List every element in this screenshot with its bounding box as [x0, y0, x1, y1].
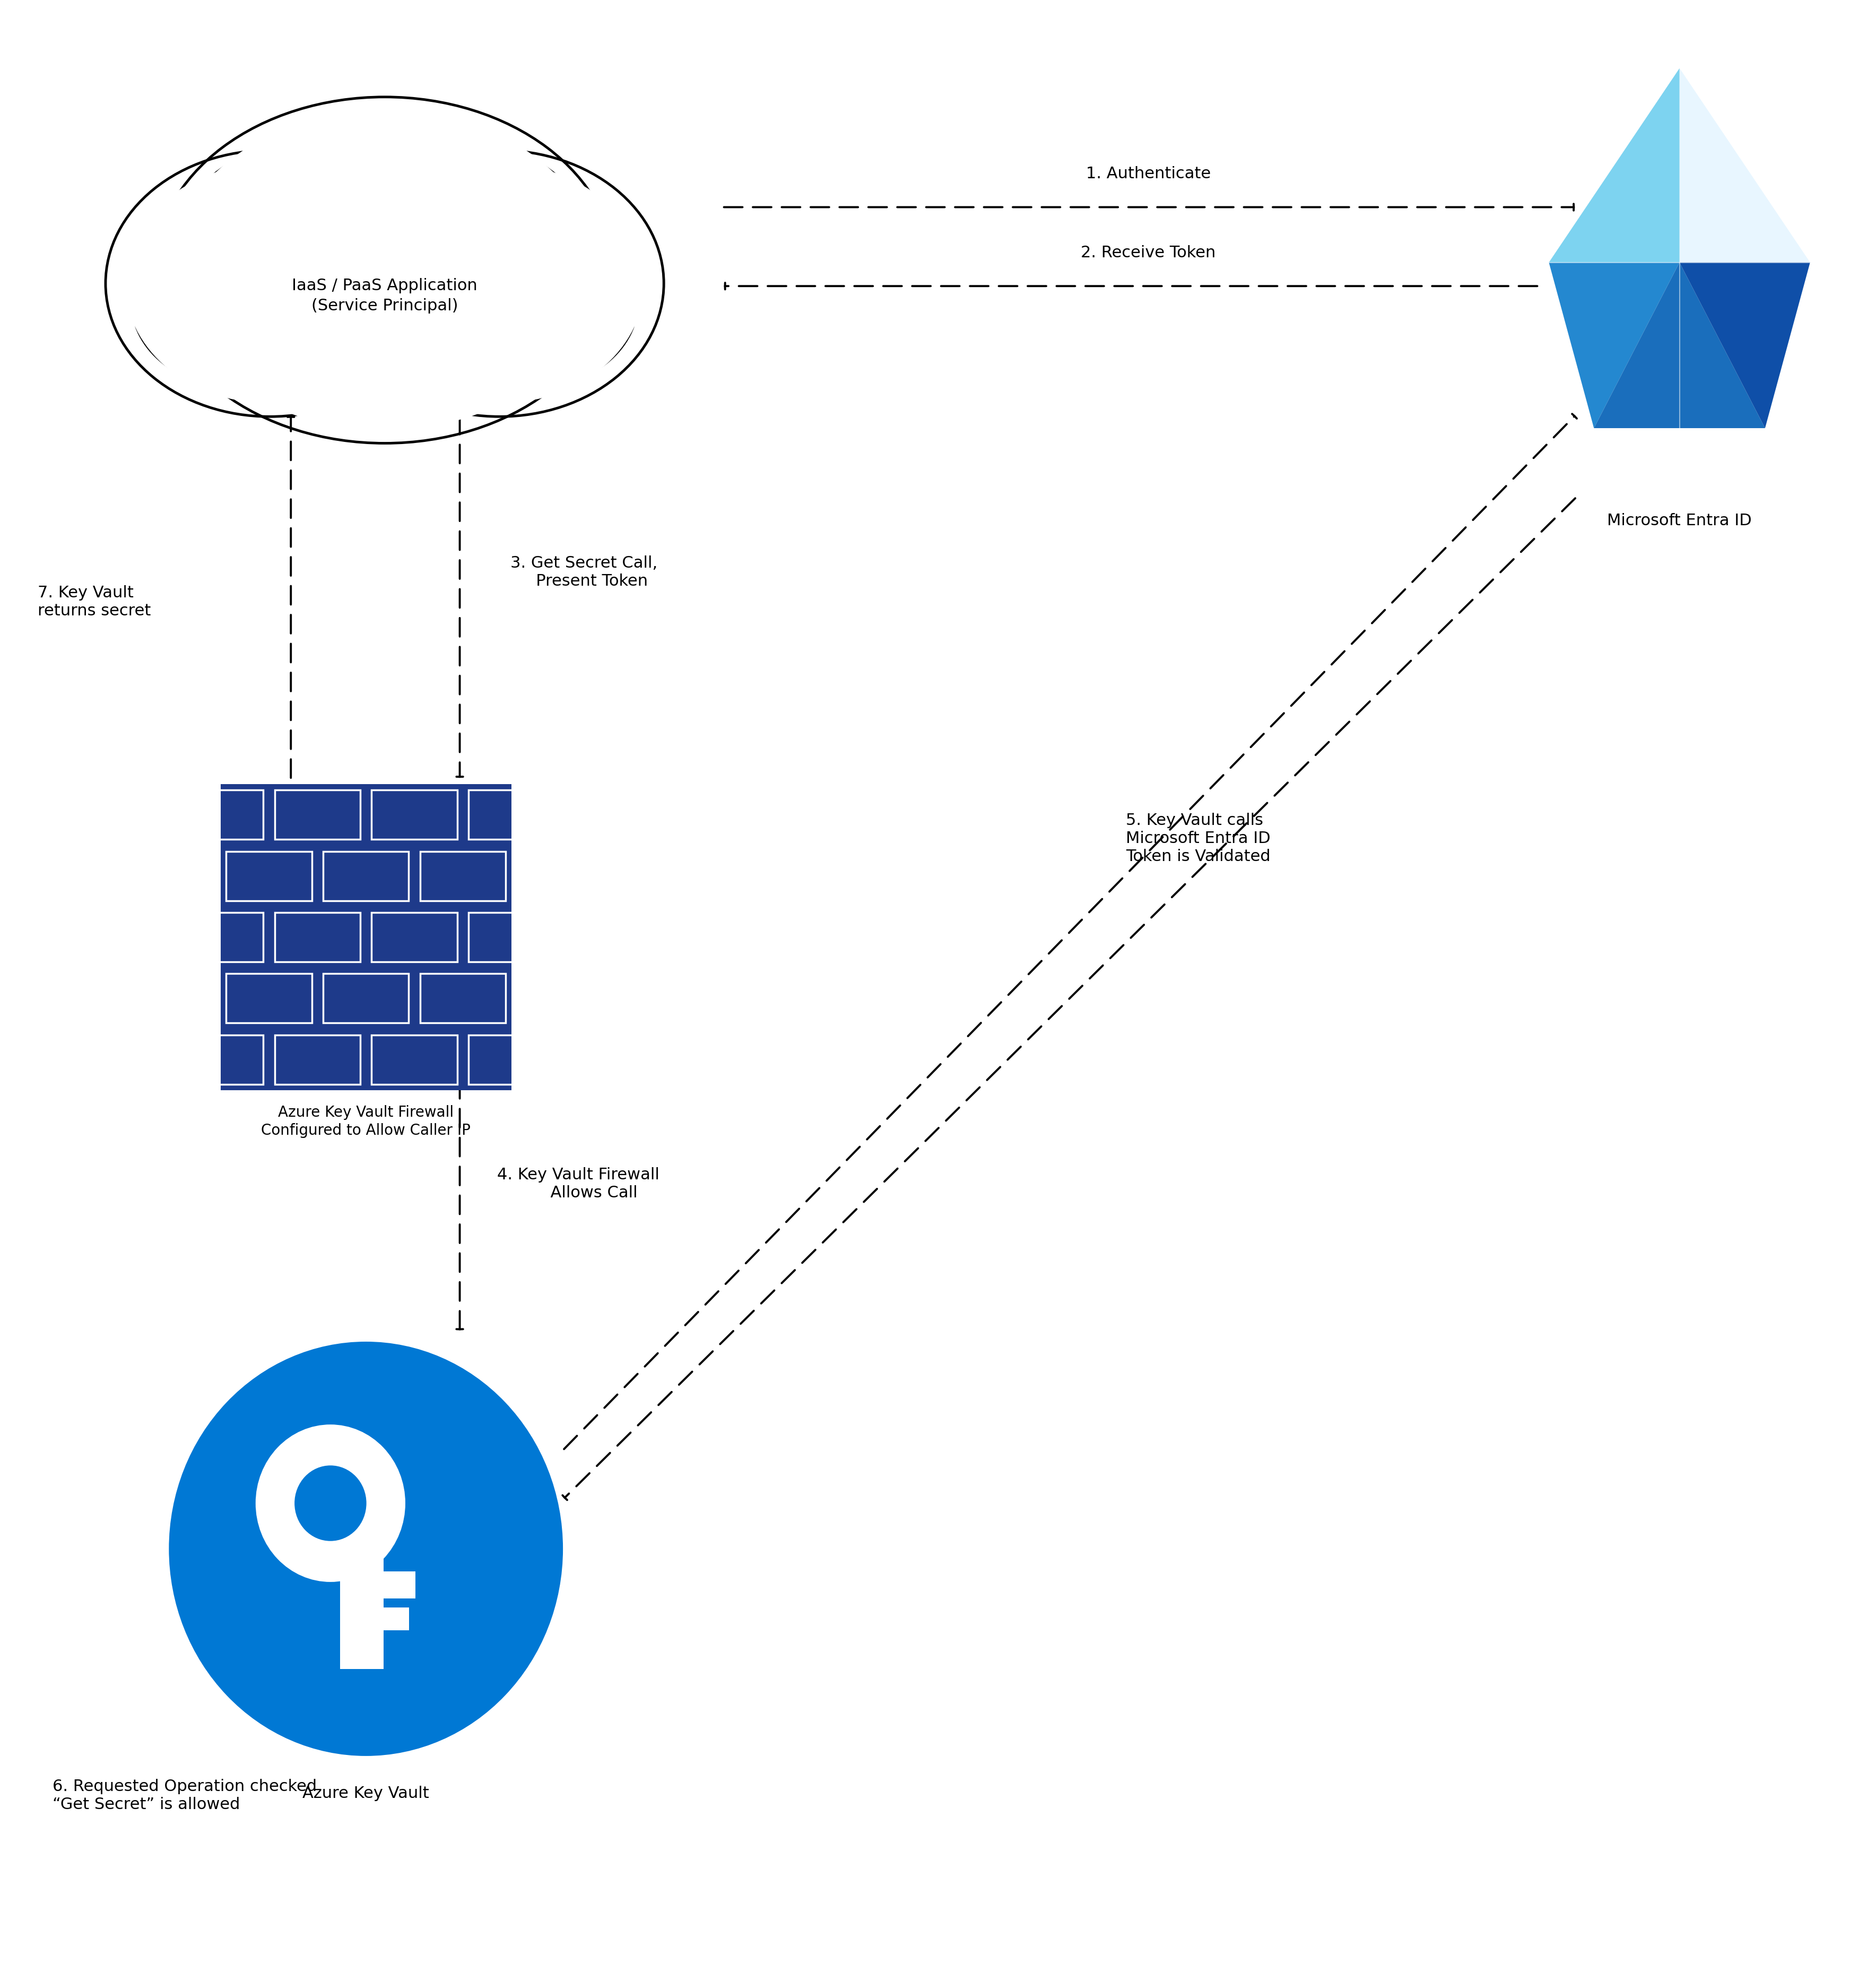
Ellipse shape: [122, 235, 647, 369]
Bar: [613, 852, 700, 900]
Bar: [469, 1034, 553, 1085]
Text: Azure Key Vault: Azure Key Vault: [302, 1786, 430, 1801]
Bar: [518, 973, 602, 1022]
Bar: [225, 852, 311, 900]
Bar: [371, 912, 458, 961]
Bar: [420, 973, 507, 1022]
Ellipse shape: [167, 136, 482, 393]
Bar: [371, 1034, 458, 1085]
Text: 5. Key Vault calls
Microsoft Entra ID
Token is Validated: 5. Key Vault calls Microsoft Entra ID To…: [1126, 813, 1270, 864]
Bar: [371, 789, 458, 839]
Bar: [274, 1034, 360, 1085]
Bar: [420, 852, 507, 900]
Bar: [323, 852, 409, 900]
Text: 1. Authenticate: 1. Authenticate: [1086, 166, 1210, 182]
Bar: [565, 912, 651, 961]
Ellipse shape: [171, 110, 598, 430]
Polygon shape: [1548, 262, 1679, 428]
Ellipse shape: [428, 217, 638, 387]
Ellipse shape: [311, 255, 456, 371]
Bar: [469, 789, 553, 839]
Polygon shape: [1548, 69, 1679, 262]
Ellipse shape: [336, 150, 664, 416]
Ellipse shape: [131, 217, 341, 387]
Bar: [178, 1034, 263, 1085]
Bar: [129, 973, 214, 1022]
Ellipse shape: [355, 164, 643, 402]
Text: IaaS / PaaS Application
(Service Principal): IaaS / PaaS Application (Service Princip…: [293, 278, 477, 314]
Bar: [225, 973, 311, 1022]
Text: 6. Requested Operation checked
“Get Secret” is allowed: 6. Requested Operation checked “Get Secr…: [53, 1780, 317, 1811]
Ellipse shape: [285, 136, 600, 393]
Text: 7. Key Vault
returns secret: 7. Key Vault returns secret: [38, 586, 150, 618]
Bar: [81, 1034, 167, 1085]
Bar: [323, 973, 409, 1022]
Text: 3. Get Secret Call,
   Present Token: 3. Get Secret Call, Present Token: [510, 556, 657, 588]
Text: 2. Receive Token: 2. Receive Token: [1081, 245, 1216, 260]
Bar: [274, 789, 360, 839]
Circle shape: [255, 1425, 405, 1582]
Ellipse shape: [188, 150, 463, 379]
Bar: [178, 912, 263, 961]
Bar: [221, 783, 510, 1089]
Bar: [469, 912, 553, 961]
Bar: [178, 789, 263, 839]
Ellipse shape: [293, 239, 477, 387]
Ellipse shape: [152, 233, 323, 371]
Polygon shape: [1679, 262, 1810, 428]
Bar: [129, 852, 214, 900]
Bar: [81, 789, 167, 839]
Bar: [383, 1608, 409, 1630]
Text: Microsoft Entra ID: Microsoft Entra ID: [1606, 513, 1752, 529]
Ellipse shape: [114, 217, 653, 377]
Bar: [383, 1571, 415, 1598]
Ellipse shape: [385, 255, 529, 371]
Polygon shape: [1593, 262, 1765, 428]
Bar: [340, 1541, 383, 1669]
Polygon shape: [1679, 69, 1810, 262]
Ellipse shape: [154, 97, 615, 444]
Text: 4. Key Vault Firewall
      Allows Call: 4. Key Vault Firewall Allows Call: [497, 1168, 658, 1200]
Text: Azure Key Vault Firewall
Configured to Allow Caller IP: Azure Key Vault Firewall Configured to A…: [261, 1105, 471, 1138]
Bar: [565, 789, 651, 839]
Circle shape: [295, 1466, 366, 1541]
Ellipse shape: [364, 239, 548, 387]
Ellipse shape: [240, 255, 385, 371]
Ellipse shape: [219, 239, 403, 387]
Ellipse shape: [306, 150, 582, 379]
Bar: [613, 973, 700, 1022]
Bar: [274, 912, 360, 961]
Ellipse shape: [105, 150, 433, 416]
Ellipse shape: [446, 233, 617, 371]
Bar: [81, 912, 167, 961]
Circle shape: [169, 1342, 563, 1756]
Bar: [565, 1034, 651, 1085]
Bar: [518, 852, 602, 900]
Ellipse shape: [126, 164, 415, 402]
